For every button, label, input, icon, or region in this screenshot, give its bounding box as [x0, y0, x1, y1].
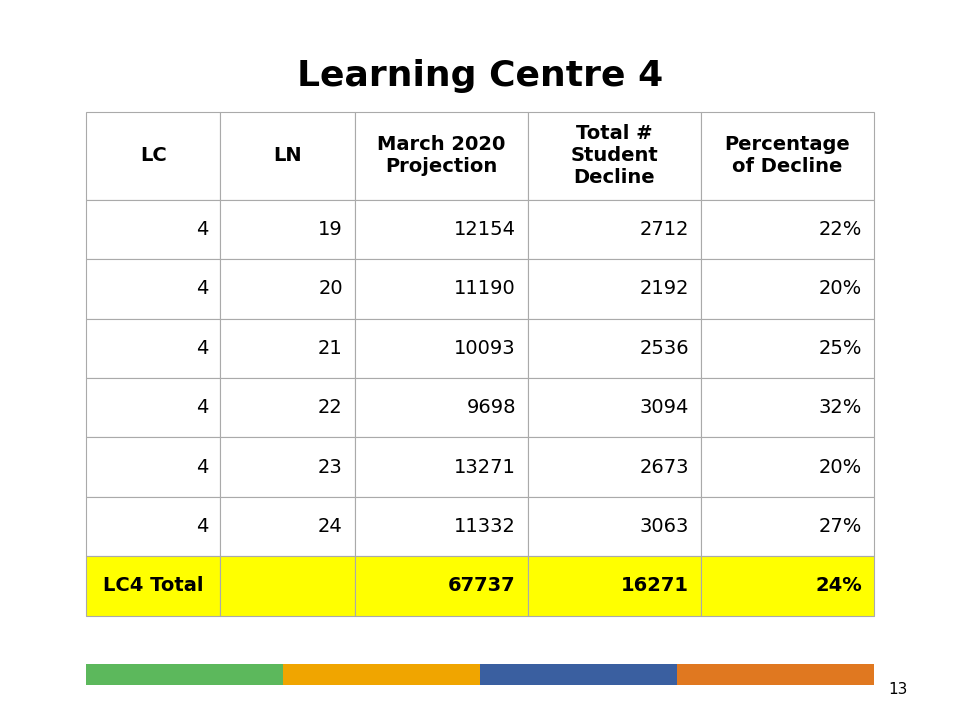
- Text: 20%: 20%: [819, 458, 862, 477]
- Bar: [528, 259, 701, 319]
- Bar: [221, 556, 354, 616]
- Text: 25%: 25%: [818, 339, 862, 358]
- Text: 32%: 32%: [819, 398, 862, 417]
- Bar: [221, 259, 354, 319]
- Text: Percentage
of Decline: Percentage of Decline: [724, 135, 850, 176]
- Text: 12154: 12154: [454, 220, 516, 239]
- Text: LC4 Total: LC4 Total: [103, 577, 204, 595]
- Bar: [221, 200, 354, 259]
- Bar: [528, 497, 701, 557]
- Text: 20: 20: [318, 279, 343, 298]
- Bar: [528, 200, 701, 259]
- Text: 27%: 27%: [819, 517, 862, 536]
- Bar: [86, 318, 221, 378]
- Bar: [86, 200, 221, 259]
- Bar: [701, 200, 874, 259]
- Bar: [86, 438, 221, 497]
- Bar: [221, 497, 354, 557]
- Text: 3063: 3063: [639, 517, 688, 536]
- Text: LN: LN: [274, 146, 301, 165]
- Text: 23: 23: [318, 458, 343, 477]
- Bar: [354, 200, 528, 259]
- Text: 22: 22: [318, 398, 343, 417]
- Bar: [701, 556, 874, 616]
- Text: 10093: 10093: [454, 339, 516, 358]
- Bar: [221, 378, 354, 438]
- Bar: [528, 318, 701, 378]
- Bar: [701, 378, 874, 438]
- Bar: [701, 497, 874, 557]
- Bar: [221, 318, 354, 378]
- Text: 24: 24: [318, 517, 343, 536]
- Text: 2536: 2536: [639, 339, 688, 358]
- Bar: [86, 112, 221, 200]
- Text: 2192: 2192: [639, 279, 688, 298]
- Bar: [354, 497, 528, 557]
- Text: 4: 4: [196, 398, 208, 417]
- Text: 4: 4: [196, 339, 208, 358]
- Bar: [701, 112, 874, 200]
- Bar: [354, 556, 528, 616]
- Bar: [701, 318, 874, 378]
- Bar: [528, 112, 701, 200]
- Bar: [86, 259, 221, 319]
- Text: 24%: 24%: [815, 577, 862, 595]
- Bar: [86, 378, 221, 438]
- Text: 4: 4: [196, 458, 208, 477]
- Bar: [528, 556, 701, 616]
- Bar: [528, 378, 701, 438]
- Text: 16271: 16271: [621, 577, 688, 595]
- Text: Learning Centre 4: Learning Centre 4: [297, 58, 663, 93]
- Text: 21: 21: [318, 339, 343, 358]
- Text: Total #
Student
Decline: Total # Student Decline: [570, 124, 658, 187]
- Text: 22%: 22%: [819, 220, 862, 239]
- Bar: [221, 112, 354, 200]
- Bar: [354, 112, 528, 200]
- Text: 4: 4: [196, 279, 208, 298]
- Text: 9698: 9698: [467, 398, 516, 417]
- Text: 67737: 67737: [448, 577, 516, 595]
- Bar: [528, 438, 701, 497]
- Text: LC: LC: [140, 146, 167, 165]
- Text: 13: 13: [888, 682, 907, 697]
- Text: 20%: 20%: [819, 279, 862, 298]
- Bar: [354, 318, 528, 378]
- Bar: [701, 438, 874, 497]
- Text: 11190: 11190: [454, 279, 516, 298]
- Text: 3094: 3094: [639, 398, 688, 417]
- Text: 11332: 11332: [454, 517, 516, 536]
- Bar: [354, 378, 528, 438]
- Bar: [86, 497, 221, 557]
- Text: 2712: 2712: [639, 220, 688, 239]
- Bar: [701, 259, 874, 319]
- Bar: [86, 556, 221, 616]
- Bar: [354, 259, 528, 319]
- Text: 4: 4: [196, 517, 208, 536]
- Text: 13271: 13271: [454, 458, 516, 477]
- Text: 4: 4: [196, 220, 208, 239]
- Text: March 2020
Projection: March 2020 Projection: [377, 135, 505, 176]
- Bar: [221, 438, 354, 497]
- Text: 2673: 2673: [639, 458, 688, 477]
- Text: 19: 19: [318, 220, 343, 239]
- Bar: [354, 438, 528, 497]
